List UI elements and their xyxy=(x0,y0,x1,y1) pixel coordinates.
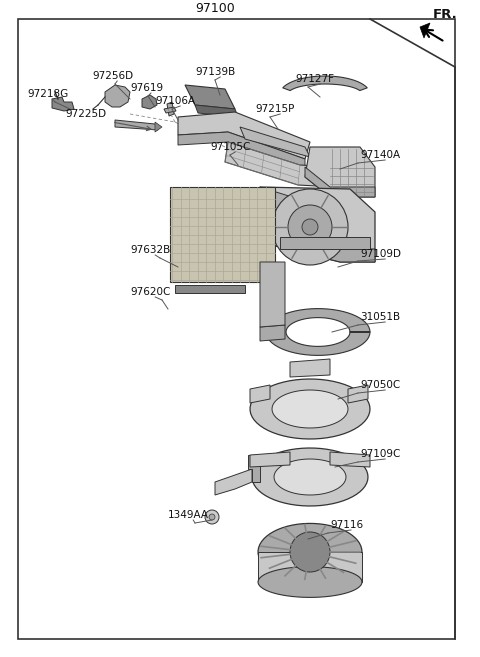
Polygon shape xyxy=(164,107,176,113)
Text: 97256D: 97256D xyxy=(92,71,133,81)
Polygon shape xyxy=(274,459,346,495)
Polygon shape xyxy=(250,385,270,403)
Text: 97139B: 97139B xyxy=(195,67,235,77)
Polygon shape xyxy=(330,452,370,467)
Polygon shape xyxy=(305,147,375,197)
Text: 97100: 97100 xyxy=(195,3,235,16)
Text: 97109C: 97109C xyxy=(360,449,400,459)
Text: 97619: 97619 xyxy=(130,83,163,93)
Polygon shape xyxy=(105,85,130,107)
Polygon shape xyxy=(155,122,162,132)
Text: FR.: FR. xyxy=(433,7,458,20)
Circle shape xyxy=(290,532,330,572)
Polygon shape xyxy=(225,142,335,187)
Text: 97620C: 97620C xyxy=(130,287,170,297)
Text: 97225D: 97225D xyxy=(65,109,106,119)
Polygon shape xyxy=(260,229,375,262)
Polygon shape xyxy=(252,448,368,506)
Polygon shape xyxy=(260,187,340,249)
Polygon shape xyxy=(178,132,305,169)
Polygon shape xyxy=(258,552,362,582)
Polygon shape xyxy=(420,23,430,38)
Polygon shape xyxy=(178,112,310,159)
Polygon shape xyxy=(215,469,252,495)
Polygon shape xyxy=(283,76,367,91)
Circle shape xyxy=(302,219,318,235)
Polygon shape xyxy=(175,285,245,293)
Polygon shape xyxy=(348,385,368,403)
Polygon shape xyxy=(260,187,375,262)
Polygon shape xyxy=(258,524,362,581)
Text: 97109D: 97109D xyxy=(360,249,401,259)
Polygon shape xyxy=(248,455,260,482)
Polygon shape xyxy=(280,237,370,249)
Polygon shape xyxy=(260,325,285,341)
Polygon shape xyxy=(260,262,285,327)
Polygon shape xyxy=(142,95,157,109)
Text: 97050C: 97050C xyxy=(360,380,400,390)
Polygon shape xyxy=(305,167,375,197)
Polygon shape xyxy=(250,379,370,439)
Polygon shape xyxy=(290,359,330,377)
Text: 97127F: 97127F xyxy=(295,74,334,84)
Polygon shape xyxy=(185,85,235,109)
Circle shape xyxy=(205,510,219,524)
Circle shape xyxy=(272,189,348,265)
Polygon shape xyxy=(115,120,158,130)
Text: 97140A: 97140A xyxy=(360,150,400,160)
Polygon shape xyxy=(167,102,174,116)
Text: 97632B: 97632B xyxy=(130,245,170,255)
Polygon shape xyxy=(52,97,74,111)
Polygon shape xyxy=(240,127,310,157)
Text: 97215P: 97215P xyxy=(255,104,294,114)
Bar xyxy=(170,187,275,282)
Polygon shape xyxy=(250,452,290,467)
Text: 97116: 97116 xyxy=(330,520,363,530)
Text: 1349AA: 1349AA xyxy=(168,510,209,520)
Text: 31051B: 31051B xyxy=(360,312,400,322)
Polygon shape xyxy=(195,105,238,117)
Text: 97106A: 97106A xyxy=(155,96,195,106)
Polygon shape xyxy=(266,309,370,355)
Text: 97105C: 97105C xyxy=(210,142,251,152)
Text: 97218G: 97218G xyxy=(27,89,68,99)
Circle shape xyxy=(288,205,332,249)
Circle shape xyxy=(209,514,215,520)
Polygon shape xyxy=(258,566,362,597)
Polygon shape xyxy=(272,390,348,428)
